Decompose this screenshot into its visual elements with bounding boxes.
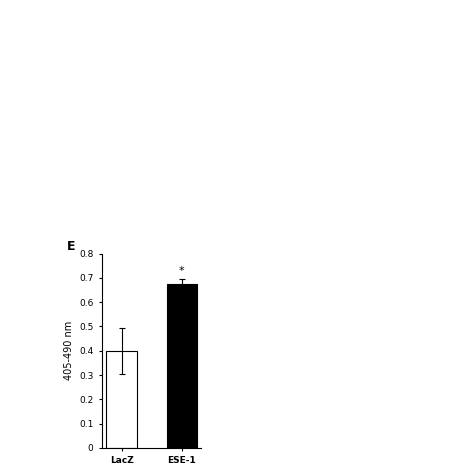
Text: E: E bbox=[67, 240, 75, 253]
Bar bbox=[107, 351, 137, 448]
Text: *: * bbox=[179, 266, 185, 276]
Y-axis label: 405-490 nm: 405-490 nm bbox=[64, 321, 73, 380]
Bar bbox=[167, 284, 197, 448]
